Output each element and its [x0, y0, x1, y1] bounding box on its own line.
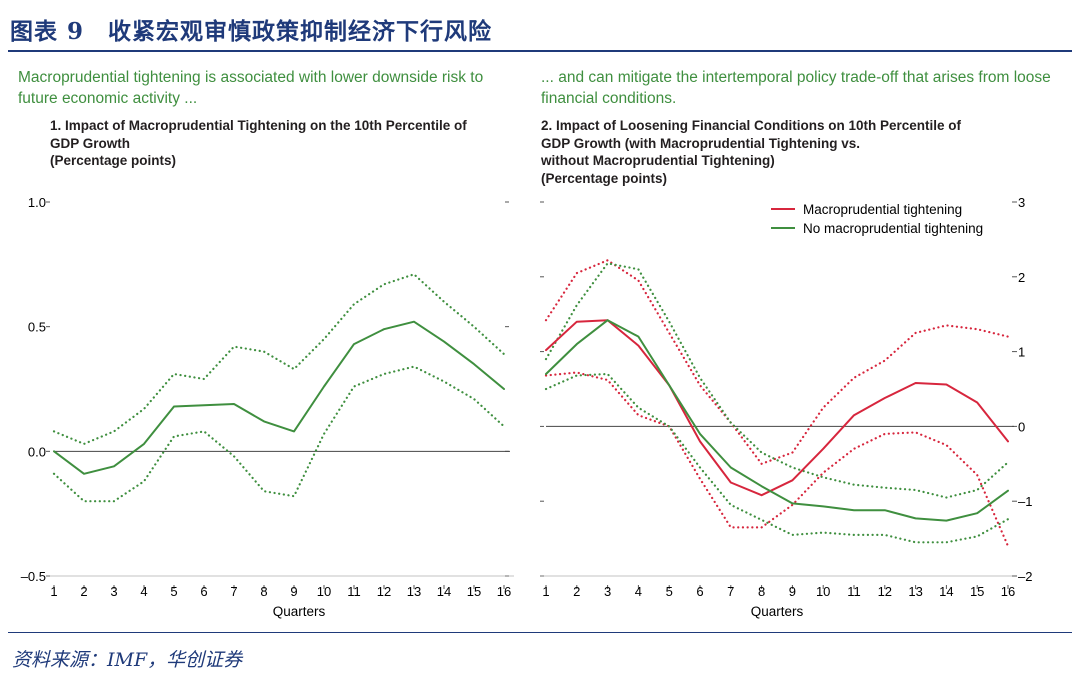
- x-tick-label: 5: [170, 584, 177, 599]
- title-rule: [8, 50, 1072, 52]
- y-tick-label: 2: [1018, 270, 1025, 285]
- x-tick-label: 7: [727, 584, 734, 599]
- x-tick-label: 8: [260, 584, 267, 599]
- x-tick-label: 12: [377, 584, 391, 599]
- series-line-estimate: [53, 320, 505, 475]
- x-tick-label: 6: [200, 584, 207, 599]
- x-tick-label: 15: [970, 584, 984, 599]
- x-tick-label: 11: [847, 584, 861, 599]
- x-tick-label: 2: [573, 584, 580, 599]
- x-tick-label: 9: [789, 584, 796, 599]
- left-lead-text: Macroprudential tightening is associated…: [18, 69, 484, 107]
- right-panel-title: 2. Impact of Loosening Financial Conditi…: [541, 118, 962, 186]
- x-tick-label: 10: [317, 584, 331, 599]
- y-tick-label: 1.0: [28, 195, 46, 210]
- x-tick-label: 4: [635, 584, 642, 599]
- right-lead-text: ... and can mitigate the intertemporal p…: [541, 69, 1051, 107]
- x-tick-label: 16: [1001, 584, 1015, 599]
- series-line-lower-band: [52, 365, 506, 503]
- legend-label: Macroprudential tightening: [803, 202, 962, 217]
- y-tick-label: –2: [1018, 569, 1032, 584]
- x-tick-label: 8: [758, 584, 765, 599]
- x-tick-label: 14: [939, 584, 953, 599]
- y-tick-label: 3: [1018, 195, 1025, 210]
- x-tick-label: 1: [542, 584, 549, 599]
- x-tick-label: 11: [347, 584, 361, 599]
- x-axis-label: Quarters: [751, 604, 804, 619]
- x-tick-label: 2: [80, 584, 87, 599]
- series-line-no-macroprudential-tightening: [545, 319, 1009, 522]
- x-tick-label: 12: [878, 584, 892, 599]
- series-line-macroprudential-tightening: [545, 319, 1009, 497]
- x-tick-label: 13: [908, 584, 922, 599]
- y-tick-label: 0.5: [28, 320, 46, 335]
- legend-label: No macroprudential tightening: [803, 221, 983, 236]
- left-panel-title: 1. Impact of Macroprudential Tightening …: [50, 118, 467, 168]
- x-tick-label: 5: [666, 584, 673, 599]
- series-line-macroprudential-tightening-lower-band: [544, 371, 1010, 548]
- y-tick-label: –1: [1018, 494, 1032, 509]
- x-tick-label: 13: [407, 584, 421, 599]
- y-tick-label: 0.0: [28, 444, 46, 459]
- x-tick-label: 3: [604, 584, 611, 599]
- x-tick-label: 10: [816, 584, 830, 599]
- x-tick-label: 4: [140, 584, 147, 599]
- x-tick-label: 7: [230, 584, 237, 599]
- x-tick-label: 15: [467, 584, 481, 599]
- source-rule: [8, 632, 1072, 633]
- series-line-upper-band: [52, 273, 506, 445]
- x-tick-label: 14: [437, 584, 451, 599]
- x-tick-label: 9: [290, 584, 297, 599]
- y-tick-label: 0: [1018, 419, 1025, 434]
- x-tick-label: 1: [50, 584, 57, 599]
- x-tick-label: 6: [696, 584, 703, 599]
- y-tick-label: 1: [1018, 345, 1025, 360]
- x-tick-label: 3: [110, 584, 117, 599]
- source-note: 资料来源：IMF，华创证券: [12, 649, 243, 671]
- series-line-macroprudential-tightening-upper-band: [544, 259, 1010, 465]
- series-line-no-macroprudential-tightening-upper-band: [544, 262, 1010, 499]
- x-axis-label: Quarters: [273, 604, 326, 619]
- figure-title: 图表 9 收紧宏观审慎政策抑制经济下行风险: [10, 18, 493, 45]
- y-tick-label: –0.5: [21, 569, 46, 584]
- panel-1: –0.50.00.51.01 2 3 4 5 6 7 8 9 10 11 12 13 14 15 16Quar…: [21, 195, 514, 619]
- x-tick-label: 16: [497, 584, 511, 599]
